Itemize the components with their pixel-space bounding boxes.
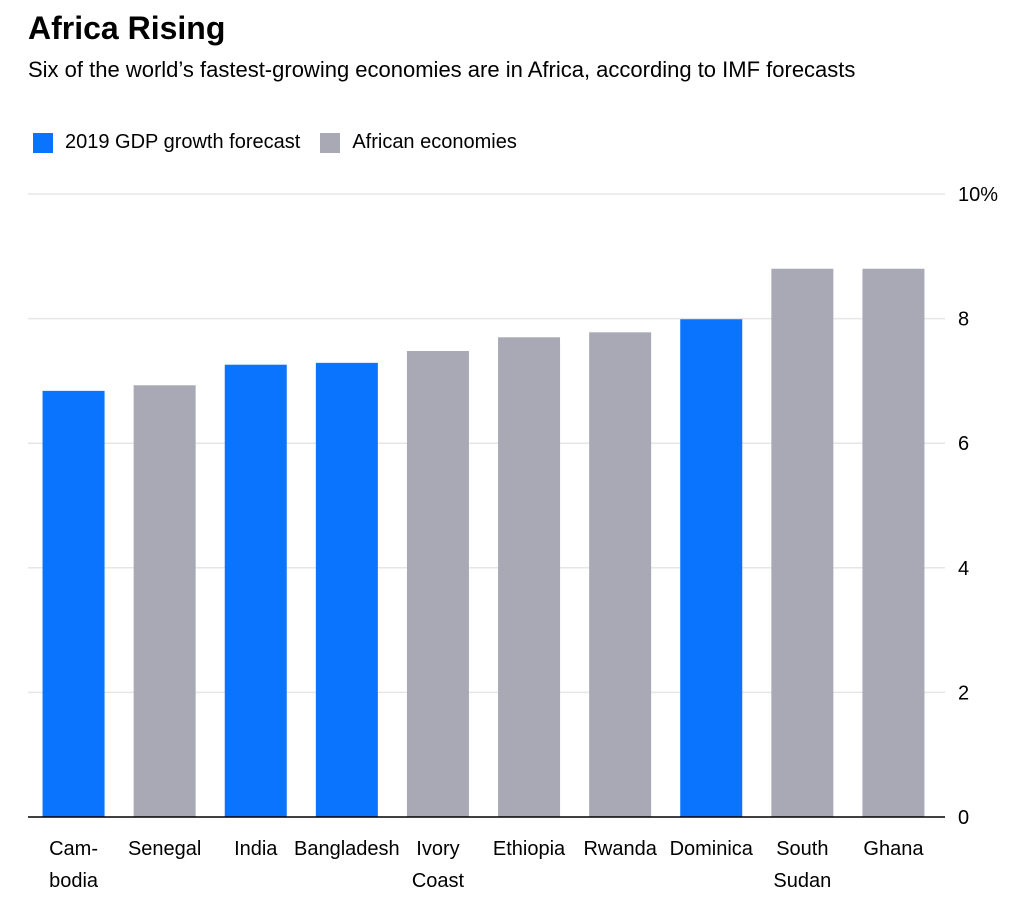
x-tick-line: bodia: [49, 870, 99, 892]
bar: [680, 319, 743, 817]
x-tick-line: Sudan: [773, 870, 831, 892]
x-tick-line: Bangladesh: [294, 838, 400, 860]
x-tick-label: South Sudan: [773, 838, 831, 892]
bar: [771, 268, 834, 817]
x-tick-label: Ivory Coast: [412, 838, 465, 892]
bar: [42, 390, 105, 817]
x-tick-line: Dominica: [670, 838, 754, 860]
x-tick-label: Senegal: [128, 838, 201, 860]
x-tick-line: Ghana: [863, 838, 924, 860]
chart-subtitle: Six of the world’s fastest-growing econo…: [28, 57, 856, 82]
chart-title: Africa Rising: [28, 10, 226, 46]
legend: 2019 GDP growth forecast African economie…: [33, 131, 517, 154]
y-tick-label: 10%: [958, 184, 998, 206]
x-tick-line: Cam-: [49, 838, 98, 860]
bar: [862, 268, 925, 817]
bar: [498, 337, 561, 817]
x-tick-label: Cam-bodia: [49, 838, 99, 892]
x-tick-label: Bangladesh: [294, 838, 400, 860]
y-tick-label: 8: [958, 309, 969, 331]
bar: [224, 364, 287, 817]
x-tick-line: South: [776, 838, 828, 860]
x-tick-label: Ethiopia: [493, 838, 566, 860]
x-tick-label: India: [234, 838, 278, 860]
x-tick-label: Rwanda: [583, 838, 657, 860]
bar: [406, 350, 469, 817]
y-tick-label: 6: [958, 433, 969, 455]
x-tick-line: Coast: [412, 870, 465, 892]
bar: [589, 332, 652, 817]
bar: [315, 362, 378, 817]
y-tick-label: 0: [958, 807, 969, 829]
x-tick-line: Ethiopia: [493, 838, 566, 860]
bar: [133, 385, 196, 817]
y-tick-label: 2: [958, 682, 969, 704]
x-tick-line: Senegal: [128, 838, 201, 860]
legend-item: African economies: [320, 131, 517, 154]
legend-label: African economies: [352, 131, 517, 153]
legend-label: 2019 GDP growth forecast: [65, 131, 301, 153]
legend-swatch: [320, 132, 341, 153]
x-tick-label: Ghana: [863, 838, 924, 860]
x-tick-label: Dominica: [670, 838, 754, 860]
legend-swatch: [33, 132, 53, 153]
x-tick-line: Rwanda: [583, 838, 657, 860]
legend-item: 2019 GDP growth forecast: [33, 131, 300, 154]
y-tick-label: 4: [958, 558, 969, 580]
x-tick-line: India: [234, 838, 278, 860]
x-tick-line: Ivory: [416, 838, 459, 860]
